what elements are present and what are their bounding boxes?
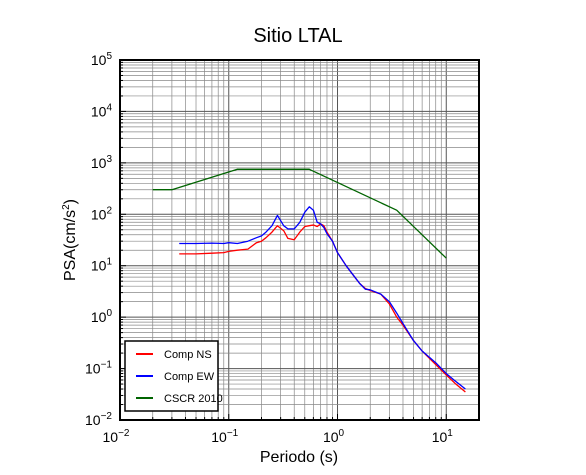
y-tick-label-exponent: 1 [106,257,112,268]
y-tick-label-base: 10 [85,361,101,377]
y-axis-label: PSA(cm/s2) [61,199,79,281]
x-tick-label: 100 [323,428,345,445]
y-axis-label-sup: 2 [61,204,72,210]
y-tick-label-exponent: 4 [106,102,112,113]
y-tick-label-exponent: 3 [106,154,112,165]
y-tick-label-base: 10 [91,52,107,68]
legend: Comp NS Comp EW CSCR 2010 [124,340,223,412]
x-tick-label-exponent: −1 [227,428,239,439]
y-tick-label-base: 10 [91,155,107,171]
y-axis-label-main: PSA(cm/s [62,210,79,281]
series-line-comp-ew [179,206,466,390]
x-tick-label-base: 10 [211,429,227,445]
y-tick-label: 105 [91,51,113,68]
y-tick-label-base: 10 [91,309,107,325]
y-tick-label: 102 [91,205,113,222]
y-tick-label-exponent: 5 [106,51,112,62]
series-line-cscr-2010 [152,168,447,259]
x-tick-label-exponent: 1 [447,428,453,439]
axis-ticks [119,59,480,421]
x-tick-label-base: 10 [323,429,339,445]
chart-title: Sitio LTAL [253,25,342,47]
x-tick-label: 101 [432,428,454,445]
y-tick-label: 101 [91,257,113,274]
y-tick-label-base: 10 [91,103,107,119]
y-tick-label: 10−1 [85,360,112,377]
x-tick-label-exponent: −2 [118,428,130,439]
x-tick-label: 10−1 [211,428,238,445]
legend-label-cscr-2010: CSCR 2010 [164,393,223,405]
x-tick-label-base: 10 [432,429,448,445]
y-axis-label-close: ) [62,199,79,204]
y-tick-label-exponent: 0 [106,308,112,319]
y-tick-label-base: 10 [91,206,107,222]
legend-label-comp-ns: Comp NS [164,349,212,361]
y-tick-label-base: 10 [85,412,101,428]
y-tick-label: 100 [91,308,113,325]
y-tick-label-exponent: −1 [101,360,113,371]
y-tick-label-base: 10 [91,258,107,274]
y-tick-label: 103 [91,154,113,171]
x-tick-label-base: 10 [103,429,119,445]
series-layer [152,168,466,393]
plot-frame [119,59,480,421]
y-tick-label-exponent: 2 [106,205,112,216]
x-tick-label: 10−2 [103,428,130,445]
series-line-comp-ns [179,223,466,393]
x-axis-label: Periodo (s) [260,449,338,466]
x-tick-label-exponent: 0 [339,428,345,439]
y-tick-label: 10−2 [85,411,112,428]
y-tick-label: 104 [91,102,113,119]
y-tick-label-exponent: −2 [101,411,113,422]
legend-label-comp-ew: Comp EW [164,371,215,383]
